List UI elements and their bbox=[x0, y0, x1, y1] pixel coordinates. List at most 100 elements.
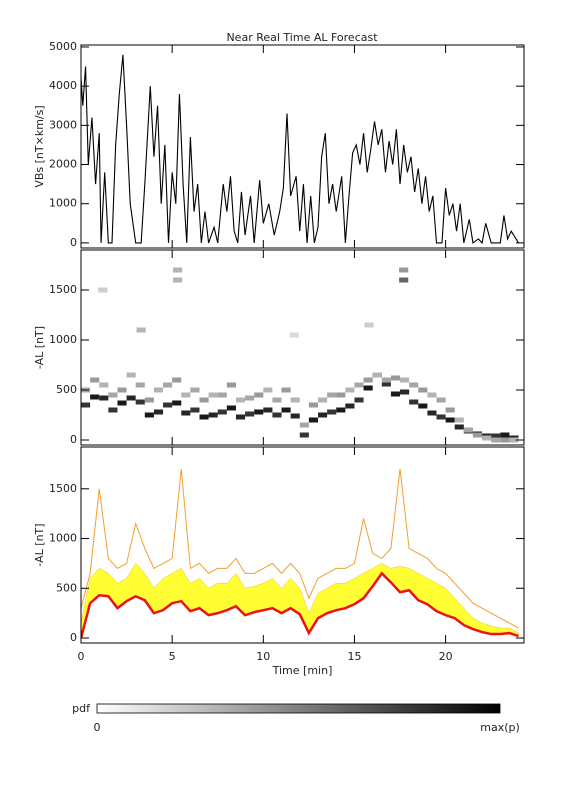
density-cell bbox=[281, 407, 291, 413]
density-cell bbox=[409, 382, 419, 388]
density-cell bbox=[126, 395, 136, 401]
density-cell bbox=[272, 412, 282, 418]
density-cell bbox=[399, 277, 409, 283]
panel-frame bbox=[80, 249, 525, 446]
density-cell bbox=[290, 413, 300, 419]
density-cell bbox=[299, 432, 309, 438]
colorbar-min: 0 bbox=[94, 721, 101, 734]
density-cell bbox=[117, 400, 127, 406]
density-cell bbox=[136, 327, 146, 333]
y-tick-label: 0 bbox=[70, 236, 77, 249]
density-cell bbox=[409, 399, 419, 405]
density-cell bbox=[500, 437, 510, 443]
y-tick-label: 5000 bbox=[49, 40, 77, 53]
density-cell bbox=[317, 397, 328, 403]
x-tick-label: 0 bbox=[78, 650, 85, 663]
density-cell bbox=[445, 407, 455, 413]
y-tick-label: 0 bbox=[70, 433, 77, 446]
density-cell bbox=[90, 394, 100, 400]
y-axis-label: -AL [nT] bbox=[33, 523, 46, 566]
density-cell bbox=[308, 402, 318, 408]
density-cell bbox=[472, 432, 483, 438]
density-cell bbox=[399, 267, 409, 273]
density-cell bbox=[245, 395, 255, 401]
density-cell bbox=[173, 267, 183, 273]
density-cell bbox=[90, 377, 100, 383]
density-cell bbox=[108, 392, 118, 398]
density-cell bbox=[254, 409, 264, 415]
density-cell bbox=[390, 375, 401, 381]
panel-frame bbox=[80, 44, 525, 249]
panel-frame bbox=[80, 446, 525, 644]
density-cell bbox=[144, 412, 154, 418]
density-cell bbox=[454, 417, 464, 423]
y-axis-label: -AL [nT] bbox=[33, 326, 46, 369]
density-cell bbox=[235, 414, 246, 420]
density-cell bbox=[263, 407, 273, 413]
density-cell bbox=[245, 411, 255, 417]
density-cell bbox=[381, 381, 391, 387]
density-cell bbox=[308, 417, 318, 423]
density-cell bbox=[363, 385, 373, 391]
density-cell bbox=[336, 392, 346, 398]
density-cell bbox=[327, 409, 337, 415]
chart-title: Near Real Time AL Forecast bbox=[226, 31, 378, 44]
density-cell bbox=[135, 382, 145, 388]
density-cell bbox=[491, 433, 501, 439]
upper-quantile-line bbox=[81, 468, 519, 629]
density-cell bbox=[272, 397, 282, 403]
density-cell bbox=[327, 392, 337, 398]
density-cell bbox=[81, 402, 91, 408]
density-cell bbox=[153, 409, 164, 415]
y-tick-label: 2000 bbox=[49, 158, 77, 171]
density-cell bbox=[482, 435, 492, 441]
density-cell bbox=[445, 417, 455, 423]
density-cell bbox=[117, 387, 127, 393]
density-cell bbox=[99, 382, 109, 388]
density-cell bbox=[345, 387, 355, 393]
density-cell bbox=[199, 414, 209, 420]
colorbar-max: max(p) bbox=[480, 721, 520, 734]
density-cell bbox=[400, 389, 410, 395]
density-cell bbox=[390, 391, 401, 397]
median-line bbox=[81, 571, 519, 639]
density-cell bbox=[400, 377, 410, 383]
density-cell bbox=[372, 372, 382, 378]
density-cell bbox=[135, 399, 145, 405]
density-cell bbox=[181, 392, 191, 398]
density-cell bbox=[418, 387, 428, 393]
density-cell bbox=[427, 392, 437, 398]
density-cell bbox=[436, 414, 446, 420]
colorbar bbox=[96, 703, 501, 714]
density-cell bbox=[153, 387, 164, 393]
y-axis-label: VBs [nT×km/s] bbox=[33, 105, 46, 187]
y-tick-label: 500 bbox=[56, 581, 77, 594]
density-cell bbox=[172, 400, 182, 406]
density-cell bbox=[173, 277, 183, 283]
density-cell bbox=[354, 382, 364, 388]
density-cell bbox=[364, 322, 374, 328]
density-cell bbox=[226, 405, 236, 411]
density-cell bbox=[317, 412, 328, 418]
density-cell bbox=[336, 407, 346, 413]
density-cell bbox=[99, 395, 109, 401]
density-cell bbox=[463, 427, 473, 433]
density-cell bbox=[163, 402, 173, 408]
density-cell bbox=[289, 332, 299, 338]
y-tick-label: 1000 bbox=[49, 532, 77, 545]
density-cell bbox=[217, 392, 227, 398]
y-tick-label: 3000 bbox=[49, 118, 77, 131]
density-cell bbox=[98, 287, 108, 293]
density-cell bbox=[126, 372, 136, 378]
density-cell bbox=[199, 397, 209, 403]
y-tick-label: 500 bbox=[56, 383, 77, 396]
y-tick-label: 1500 bbox=[49, 482, 77, 495]
density-cell bbox=[208, 392, 218, 398]
density-cell bbox=[491, 437, 501, 443]
y-tick-label: 0 bbox=[70, 631, 77, 644]
y-tick-label: 1000 bbox=[49, 333, 77, 346]
density-cell bbox=[281, 387, 291, 393]
density-cell bbox=[254, 392, 264, 398]
density-cell bbox=[190, 407, 200, 413]
